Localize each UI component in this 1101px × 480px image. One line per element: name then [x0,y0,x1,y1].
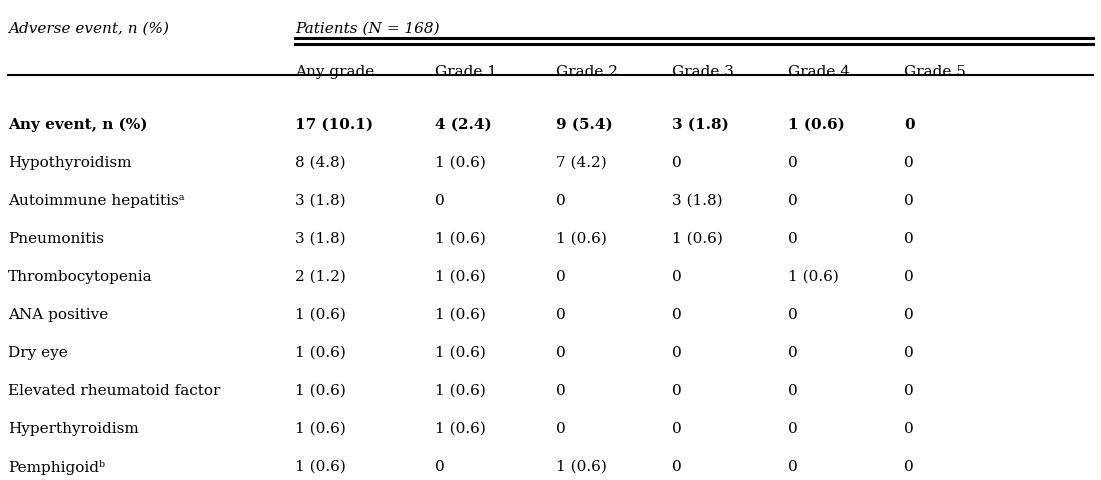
Text: 0: 0 [788,422,798,436]
Text: 1 (0.6): 1 (0.6) [556,232,607,246]
Text: 1 (0.6): 1 (0.6) [556,460,607,474]
Text: Any grade: Any grade [295,65,374,79]
Text: 4 (2.4): 4 (2.4) [435,118,492,132]
Text: Adverse event, n (%): Adverse event, n (%) [8,22,168,36]
Text: 0: 0 [788,156,798,170]
Text: 0: 0 [672,422,682,436]
Text: 0: 0 [672,460,682,474]
Text: 1 (0.6): 1 (0.6) [435,346,486,360]
Text: 0: 0 [904,384,914,398]
Text: 8 (4.8): 8 (4.8) [295,156,346,170]
Text: Grade 5: Grade 5 [904,65,966,79]
Text: 0: 0 [788,460,798,474]
Text: Grade 4: Grade 4 [788,65,850,79]
Text: 0: 0 [556,346,566,360]
Text: 3 (1.8): 3 (1.8) [295,194,346,208]
Text: Any event, n (%): Any event, n (%) [8,118,148,132]
Text: 1 (0.6): 1 (0.6) [435,308,486,322]
Text: 0: 0 [904,270,914,284]
Text: 0: 0 [904,308,914,322]
Text: 17 (10.1): 17 (10.1) [295,118,373,132]
Text: 0: 0 [904,346,914,360]
Text: 1 (0.6): 1 (0.6) [435,232,486,246]
Text: 0: 0 [556,422,566,436]
Text: Pneumonitis: Pneumonitis [8,232,103,246]
Text: Grade 1: Grade 1 [435,65,497,79]
Text: 9 (5.4): 9 (5.4) [556,118,613,132]
Text: Elevated rheumatoid factor: Elevated rheumatoid factor [8,384,220,398]
Text: 1 (0.6): 1 (0.6) [435,422,486,436]
Text: 0: 0 [435,194,445,208]
Text: Dry eye: Dry eye [8,346,68,360]
Text: 0: 0 [904,422,914,436]
Text: Hypothyroidism: Hypothyroidism [8,156,131,170]
Text: Grade 2: Grade 2 [556,65,618,79]
Text: 0: 0 [788,308,798,322]
Text: 0: 0 [788,194,798,208]
Text: 0: 0 [556,194,566,208]
Text: 0: 0 [672,308,682,322]
Text: 0: 0 [904,156,914,170]
Text: ANA positive: ANA positive [8,308,108,322]
Text: 1 (0.6): 1 (0.6) [295,346,346,360]
Text: 1 (0.6): 1 (0.6) [295,308,346,322]
Text: 0: 0 [904,118,915,132]
Text: 0: 0 [556,384,566,398]
Text: 0: 0 [556,270,566,284]
Text: 1 (0.6): 1 (0.6) [435,156,486,170]
Text: 0: 0 [435,460,445,474]
Text: Pemphigoidᵇ: Pemphigoidᵇ [8,460,105,475]
Text: 0: 0 [788,232,798,246]
Text: Patients (N = 168): Patients (N = 168) [295,22,439,36]
Text: 0: 0 [904,194,914,208]
Text: Grade 3: Grade 3 [672,65,734,79]
Text: 3 (1.8): 3 (1.8) [295,232,346,246]
Text: Autoimmune hepatitisᵃ: Autoimmune hepatitisᵃ [8,194,185,208]
Text: 1 (0.6): 1 (0.6) [788,118,844,132]
Text: Thrombocytopenia: Thrombocytopenia [8,270,153,284]
Text: 0: 0 [672,384,682,398]
Text: 1 (0.6): 1 (0.6) [295,460,346,474]
Text: 1 (0.6): 1 (0.6) [435,384,486,398]
Text: 0: 0 [788,346,798,360]
Text: Hyperthyroidism: Hyperthyroidism [8,422,139,436]
Text: 1 (0.6): 1 (0.6) [788,270,839,284]
Text: 0: 0 [904,232,914,246]
Text: 1 (0.6): 1 (0.6) [295,384,346,398]
Text: 1 (0.6): 1 (0.6) [295,422,346,436]
Text: 7 (4.2): 7 (4.2) [556,156,607,170]
Text: 0: 0 [672,156,682,170]
Text: 0: 0 [904,460,914,474]
Text: 0: 0 [788,384,798,398]
Text: 0: 0 [556,308,566,322]
Text: 2 (1.2): 2 (1.2) [295,270,346,284]
Text: 1 (0.6): 1 (0.6) [435,270,486,284]
Text: 1 (0.6): 1 (0.6) [672,232,723,246]
Text: 3 (1.8): 3 (1.8) [672,194,722,208]
Text: 0: 0 [672,270,682,284]
Text: 0: 0 [672,346,682,360]
Text: 3 (1.8): 3 (1.8) [672,118,729,132]
